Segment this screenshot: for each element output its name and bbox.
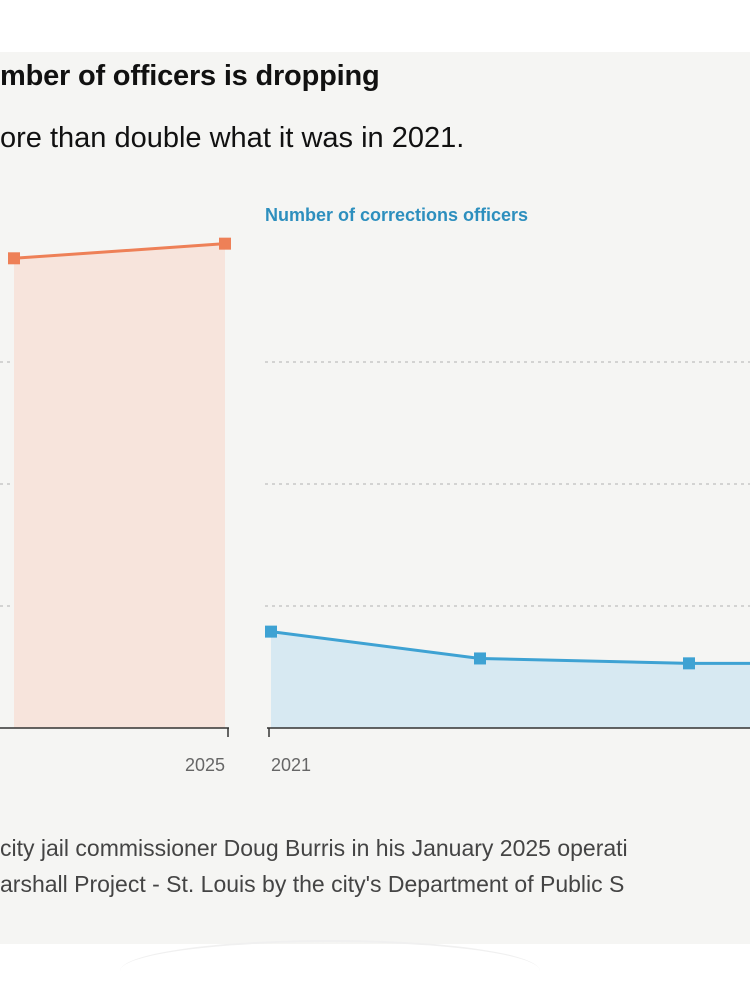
right-chart: 2021 Number of corrections officers [265,205,750,775]
source-note: city jail commissioner Doug Burris in hi… [0,830,628,902]
data-point [683,657,695,670]
x-tick-label: 2025 [185,755,225,775]
left-chart: 2025 [0,237,231,775]
series-area [14,243,225,728]
background-swoosh [120,940,540,1002]
series-line [13,242,226,260]
series-line [270,630,750,665]
chart-subtitle: ore than double what it was in 2021. [0,122,465,154]
series-label: Number of corrections officers [265,205,528,225]
source-line-2: arshall Project - St. Louis by the city'… [0,871,625,897]
data-point [8,252,20,265]
chart-title: mber of officers is dropping [0,60,380,92]
chart-card: mber of officers is dropping ore than do… [0,52,750,944]
data-point [474,652,486,665]
charts-svg: 2025 2021 Number of corrections officers [0,205,750,775]
x-tick-label: 2021 [271,755,311,775]
data-point [219,237,231,250]
series-area [271,631,750,728]
source-line-1: city jail commissioner Doug Burris in hi… [0,835,628,861]
data-point [265,625,277,638]
